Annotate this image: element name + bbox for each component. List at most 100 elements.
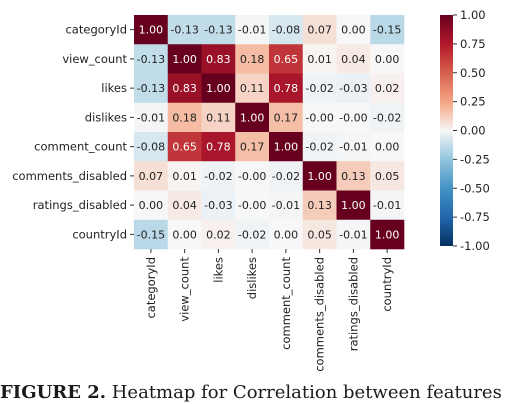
cell-value-label: 0.83 [206,53,231,66]
heatmap-cell [134,219,169,250]
column-label: likes [211,257,225,283]
colorbar-tick-label: -0.50 [460,181,490,195]
cell-value-label: -0.08 [137,141,165,154]
heatmap-cell [370,190,405,221]
colorbar-tick-label: -1.00 [460,239,490,253]
heatmap-cell [201,44,236,74]
heatmap-cell [302,132,337,162]
heatmap-cell [201,132,236,162]
column-labels: categoryId view_count likes dislikes comment… [144,249,394,372]
cell-value-label: -0.03 [204,199,232,212]
cell-value-label: 0.17 [240,141,265,154]
cell-value-label: 0.00 [274,228,299,241]
heatmap-cell [167,102,202,133]
cell-value-label: -0.00 [238,199,266,212]
heatmap-cell [201,15,236,45]
heatmap-cell [235,219,270,250]
column-label: view_count [178,257,192,322]
colorbar-tick-label: 0.50 [460,66,486,80]
cell-value-label: -0.13 [137,82,165,95]
heatmap-cell [201,73,236,104]
heatmap-cell [134,102,169,133]
heatmap-cell [134,44,169,74]
heatmap-cells: 1.00 -0.13 -0.13 -0.01 -0.08 0.07 0.00 -0.15 -0.… [134,15,405,250]
heatmap-cell [336,190,371,221]
heatmap-cell [167,161,202,191]
heatmap-cell [167,132,202,162]
cell-value-label: 1.00 [206,82,231,95]
cell-value-label: 0.02 [206,228,231,241]
cell-value-label: 0.11 [206,111,231,124]
cell-value-label: 0.04 [341,53,366,66]
cell-value-label: -0.15 [373,24,401,37]
cell-value-label: 0.78 [206,141,231,154]
heatmap-cell [167,219,202,250]
heatmap-cell [269,132,304,162]
heatmap-cell [302,190,337,221]
caption-text: Heatmap for Correlation between features [106,382,502,403]
column-label: comment_count [279,257,293,350]
cell-value-label: -0.02 [272,170,300,183]
heatmap-cell [235,132,270,162]
row-label: countryId [72,227,127,241]
cell-value-label: -0.13 [137,53,165,66]
column-label: dislikes [245,257,259,299]
heatmap-cell [201,219,236,250]
cell-value-label: 0.78 [274,82,299,95]
heatmap-cell [269,161,304,191]
heatmap-cell [336,161,371,191]
heatmap-cell [336,102,371,133]
heatmap-cell [302,219,337,250]
heatmap-cell [167,15,202,45]
colorbar-tick-label: -0.25 [460,152,490,166]
heatmap-cell [269,15,304,45]
caption-label: FIGURE 2. [0,382,107,403]
heatmap-cell [370,102,405,133]
cell-value-label: 0.04 [172,199,197,212]
colorbar-tick-label: 0.75 [460,37,486,51]
cell-value-label: -0.02 [204,170,232,183]
cell-value-label: -0.01 [238,24,266,37]
heatmap-cell [235,15,270,45]
cell-value-label: -0.02 [305,82,333,95]
cell-value-label: -0.00 [339,111,367,124]
cell-value-label: 1.00 [139,24,164,37]
heatmap-cell [302,73,337,104]
heatmap-cell [302,161,337,191]
heatmap-cell [235,190,270,221]
row-label: comment_count [34,140,127,154]
column-label: comments_disabled [313,257,327,372]
cell-value-label: 0.83 [172,82,197,95]
colorbar-tick-label: 0.00 [460,124,486,138]
heatmap-cell [269,190,304,221]
column-label: categoryId [144,257,158,319]
cell-value-label: -0.02 [373,111,401,124]
row-label: categoryId [65,23,127,37]
heatmap-cell [167,190,202,221]
heatmap-cell [269,219,304,250]
heatmap-cell [370,219,405,250]
heatmap-cell [302,102,337,133]
cell-value-label: 0.17 [274,111,299,124]
cell-value-label: 0.01 [307,53,332,66]
cell-value-label: 0.00 [341,24,366,37]
row-label: dislikes [85,110,127,124]
heatmap-cell [201,190,236,221]
heatmap-cell [370,44,405,74]
cell-value-label: 0.07 [139,170,164,183]
cell-value-label: -0.15 [137,228,165,241]
heatmap-cell [269,44,304,74]
cell-value-label: 0.05 [307,228,332,241]
heatmap-cell [235,161,270,191]
heatmap-cell [201,161,236,191]
cell-value-label: 0.00 [139,199,164,212]
colorbar-tick-label: 0.25 [460,95,486,109]
row-label: ratings_disabled [33,198,127,212]
heatmap-cell [134,161,169,191]
cell-value-label: 1.00 [240,111,265,124]
heatmap-cell [201,102,236,133]
row-label: view_count [62,52,127,66]
cell-value-label: 0.00 [375,141,400,154]
